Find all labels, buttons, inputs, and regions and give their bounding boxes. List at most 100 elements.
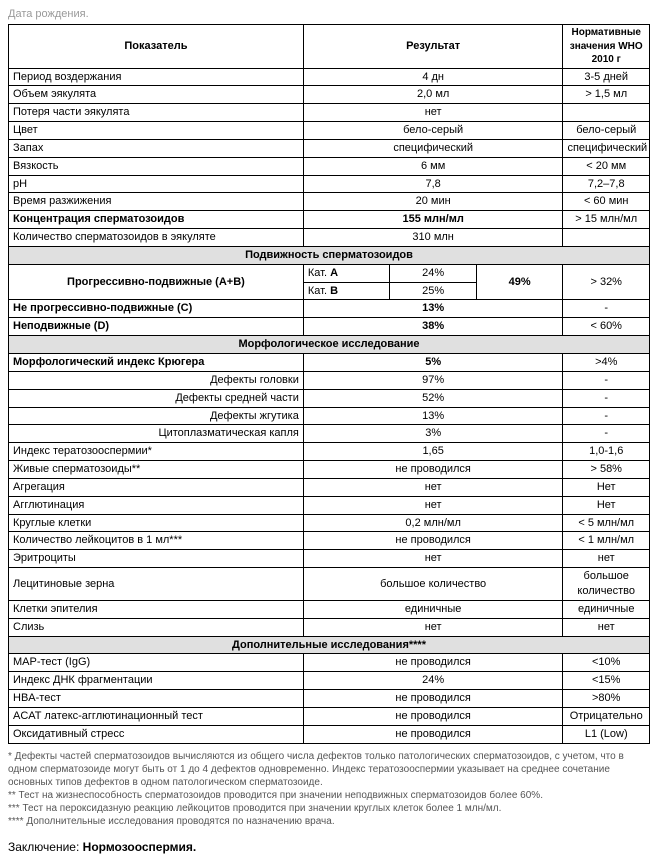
kruger-label: Морфологический индекс Крюгера — [9, 354, 304, 372]
footnote-line: **** Дополнительные исследования проводя… — [8, 815, 650, 828]
table-row: Оксидативный стрессне проводилсяL1 (Low) — [9, 725, 650, 743]
row-label: MAP-тест (IgG) — [9, 654, 304, 672]
row-label: Круглые клетки — [9, 514, 304, 532]
row-label: Индекс ДНК фрагментации — [9, 672, 304, 690]
table-row: Концентрация сперматозоидов155 млн/мл> 1… — [9, 211, 650, 229]
row-norm: > 15 млн/мл — [563, 211, 650, 229]
row-label: pH — [9, 175, 304, 193]
row-label: Дефекты средней части — [9, 389, 304, 407]
table-row: Цветбело-серыйбело-серый — [9, 122, 650, 140]
row-norm: <10% — [563, 654, 650, 672]
immotile-label: Неподвижные (D) — [9, 318, 304, 336]
row-result: нет — [303, 478, 563, 496]
row-label: ACAT латекс-агглютинационный тест — [9, 707, 304, 725]
results-table: Показатель Результат Нормативные значени… — [8, 24, 650, 744]
row-result: 6 мм — [303, 157, 563, 175]
row-norm: 3-5 дней — [563, 68, 650, 86]
row-result: нет — [303, 104, 563, 122]
row-result: 2,0 мл — [303, 86, 563, 104]
row-norm: > 58% — [563, 461, 650, 479]
row-norm: >80% — [563, 690, 650, 708]
table-row: Период воздержания4 дн3-5 дней — [9, 68, 650, 86]
table-row: Слизьнетнет — [9, 618, 650, 636]
row-label: Дефекты жгутика — [9, 407, 304, 425]
row-norm: - — [563, 389, 650, 407]
row-result: 4 дн — [303, 68, 563, 86]
row-norm: - — [563, 371, 650, 389]
row-label: Потеря части эякулята — [9, 104, 304, 122]
row-label: Период воздержания — [9, 68, 304, 86]
row-label: Эритроциты — [9, 550, 304, 568]
row-norm: специфический — [563, 139, 650, 157]
footnote-line: ** Тест на жизнеспособность сперматозоид… — [8, 789, 650, 802]
row-norm: Отрицательно — [563, 707, 650, 725]
row-norm: нет — [563, 550, 650, 568]
row-norm: нет — [563, 618, 650, 636]
progressive-row-a: Прогрессивно-подвижные (А+В) Кат. А 24% … — [9, 264, 650, 282]
immotile-value: 38% — [303, 318, 563, 336]
table-row: Дефекты жгутика13%- — [9, 407, 650, 425]
row-result: не проводился — [303, 461, 563, 479]
table-row: Количество лейкоцитов в 1 мл***не провод… — [9, 532, 650, 550]
row-result: 97% — [303, 371, 563, 389]
row-result: не проводился — [303, 532, 563, 550]
table-row: Вязкость6 мм< 20 мм — [9, 157, 650, 175]
nonprog-label: Не прогрессивно-подвижные (С) — [9, 300, 304, 318]
row-result: не проводился — [303, 725, 563, 743]
table-row: Индекс тератозооспермии*1,651,0-1,6 — [9, 443, 650, 461]
catB-value: 25% — [390, 282, 477, 300]
row-norm: < 60 мин — [563, 193, 650, 211]
row-result: 52% — [303, 389, 563, 407]
row-label: Концентрация сперматозоидов — [9, 211, 304, 229]
row-norm: L1 (Low) — [563, 725, 650, 743]
conclusion-label: Заключение: — [8, 840, 79, 854]
th-result: Результат — [303, 25, 563, 69]
row-result: 24% — [303, 672, 563, 690]
progressive-label: Прогрессивно-подвижные (А+В) — [9, 264, 304, 300]
row-result: 1,65 — [303, 443, 563, 461]
row-label: Агглютинация — [9, 496, 304, 514]
kruger-row: Морфологический индекс Крюгера 5% >4% — [9, 354, 650, 372]
row-label: Цитоплазматическая капля — [9, 425, 304, 443]
row-norm: < 20 мм — [563, 157, 650, 175]
table-row: HBA-тестне проводился>80% — [9, 690, 650, 708]
additional-section-title: Дополнительные исследования**** — [9, 636, 650, 654]
table-row: Дефекты средней части52%- — [9, 389, 650, 407]
table-row: Живые сперматозоиды**не проводился> 58% — [9, 461, 650, 479]
table-row: Потеря части эякулятанет — [9, 104, 650, 122]
row-label: Клетки эпителия — [9, 600, 304, 618]
table-row: Запахспецифическийспецифический — [9, 139, 650, 157]
row-result: 13% — [303, 407, 563, 425]
kruger-norm: >4% — [563, 354, 650, 372]
row-norm: 7,2–7,8 — [563, 175, 650, 193]
table-row: Количество сперматозоидов в эякуляте310 … — [9, 229, 650, 247]
row-norm: Нет — [563, 496, 650, 514]
row-result: 310 млн — [303, 229, 563, 247]
table-row: Время разжижения20 мин< 60 мин — [9, 193, 650, 211]
row-label: Цвет — [9, 122, 304, 140]
footnote-line: *** Тест на пероксидазную реакцию лейкоц… — [8, 802, 650, 815]
row-label: Время разжижения — [9, 193, 304, 211]
table-row: MAP-тест (IgG)не проводился<10% — [9, 654, 650, 672]
footnote-line: * Дефекты частей сперматозоидов вычисляю… — [8, 750, 650, 789]
table-row: Круглые клетки0,2 млн/мл< 5 млн/мл — [9, 514, 650, 532]
catA-value: 24% — [390, 264, 477, 282]
row-norm: единичные — [563, 600, 650, 618]
row-result: 7,8 — [303, 175, 563, 193]
table-row: Цитоплазматическая капля3%- — [9, 425, 650, 443]
row-label: Запах — [9, 139, 304, 157]
conclusion: Заключение: Нормозооспермия. — [8, 840, 650, 854]
table-row: Объем эякулята2,0 мл> 1,5 мл — [9, 86, 650, 104]
row-label: Оксидативный стресс — [9, 725, 304, 743]
row-label: Агрегация — [9, 478, 304, 496]
row-norm: большое количество — [563, 568, 650, 601]
nonprog-norm: - — [563, 300, 650, 318]
row-result: не проводился — [303, 654, 563, 672]
table-row: Лецитиновые зернабольшое количествобольш… — [9, 568, 650, 601]
row-result: не проводился — [303, 690, 563, 708]
row-result: нет — [303, 618, 563, 636]
row-label: Индекс тератозооспермии* — [9, 443, 304, 461]
table-row: pH7,87,2–7,8 — [9, 175, 650, 193]
row-result: 3% — [303, 425, 563, 443]
row-norm: - — [563, 425, 650, 443]
